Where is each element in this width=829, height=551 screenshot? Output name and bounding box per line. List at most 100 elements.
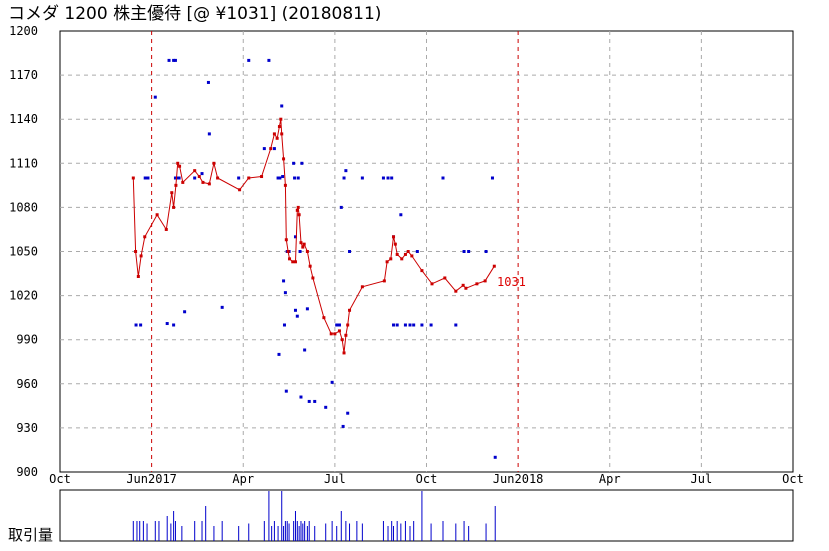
scatter-point	[392, 323, 396, 327]
price-point	[139, 254, 143, 258]
x-tick-label: Apr	[599, 472, 621, 486]
scatter-point	[177, 176, 181, 180]
price-point	[275, 136, 279, 140]
price-point	[181, 180, 185, 184]
price-point	[461, 283, 465, 287]
scatter-point	[344, 169, 348, 173]
price-point	[392, 235, 396, 239]
scatter-point	[295, 314, 299, 318]
price-point	[311, 276, 315, 280]
x-tick-label: Jun2017	[126, 472, 177, 486]
scatter-point	[296, 176, 300, 180]
y-axis-ticks: 1200 1170 1140 1110 1080 1050 1020 990 960 930 900	[9, 24, 38, 479]
scatter-point	[408, 323, 412, 327]
scatter-point	[454, 323, 458, 327]
scatter-point	[143, 176, 147, 180]
scatter-point	[348, 250, 352, 253]
price-point	[212, 161, 216, 165]
scatter-point	[146, 176, 150, 180]
volume-label: 取引量	[8, 526, 53, 544]
price-point	[136, 274, 140, 278]
scatter-point	[282, 323, 286, 327]
x-tick-label: Oct	[416, 472, 438, 486]
scatter-point	[220, 305, 224, 309]
y-tick-label: 930	[16, 421, 38, 435]
scatter-point	[395, 323, 399, 327]
scatter-point	[467, 250, 471, 253]
price-point	[279, 117, 283, 121]
price-point	[207, 182, 211, 186]
price-point	[178, 164, 182, 168]
price-point	[302, 242, 306, 246]
price-panel: 1200 1170 1140 1110 1080 1050 1020 990 960 930 900…	[9, 24, 804, 541]
scatter-point	[282, 279, 286, 283]
scatter-point	[386, 176, 390, 180]
price-point	[174, 183, 178, 187]
x-tick-label: Oct	[49, 472, 71, 486]
price-point	[329, 332, 333, 336]
scatter-point	[134, 323, 138, 327]
scatter-point	[403, 323, 407, 327]
price-point	[197, 175, 201, 179]
price-point	[301, 245, 305, 249]
scatter-point	[293, 308, 297, 312]
price-point	[340, 338, 344, 342]
scatter-point	[267, 58, 271, 62]
scatter-point	[165, 322, 169, 326]
price-point	[395, 252, 399, 256]
y-tick-label: 960	[16, 377, 38, 391]
scatter-point	[200, 172, 204, 176]
scatter-point	[441, 176, 445, 180]
price-point	[238, 188, 242, 192]
price-point	[385, 260, 389, 264]
price-point	[176, 161, 180, 165]
scatter-point	[292, 161, 296, 165]
scatter-point	[277, 352, 281, 356]
price-point	[296, 205, 300, 209]
price-point	[454, 289, 458, 293]
scatter-point	[139, 323, 143, 327]
scatter-point	[293, 235, 297, 239]
scatter-point	[173, 58, 177, 62]
scatter-point	[381, 176, 385, 180]
price-point	[406, 250, 410, 253]
scatter-point	[172, 323, 176, 327]
scatter-point	[284, 389, 288, 393]
scatter-point	[415, 250, 419, 253]
price-point	[291, 260, 295, 264]
price-point	[286, 250, 290, 253]
scatter-point	[341, 424, 345, 428]
price-point	[282, 157, 286, 161]
scatter-point	[276, 176, 280, 180]
price-point	[305, 250, 309, 253]
price-point	[483, 279, 487, 283]
price-point	[288, 257, 292, 261]
price-point	[360, 285, 364, 289]
price-point	[443, 276, 447, 280]
price-point	[143, 235, 147, 239]
price-point	[134, 250, 138, 253]
scatter-point	[300, 161, 304, 165]
scatter-point	[307, 399, 311, 403]
price-point	[308, 264, 312, 268]
scatter-point	[207, 132, 211, 136]
price-point	[464, 286, 468, 290]
price-point	[155, 213, 159, 217]
y-tick-label: 1200	[9, 24, 38, 38]
price-point	[293, 260, 297, 264]
price-point	[333, 332, 337, 336]
y-tick-label: 1170	[9, 68, 38, 82]
price-point	[346, 323, 350, 327]
y-tick-label: 1050	[9, 245, 38, 259]
price-point	[269, 147, 273, 151]
last-price-label: 1031	[497, 275, 526, 289]
x-axis-ticks: Oct Jun2017 Apr Jul Oct Jun2018 Apr Jul Oct	[49, 472, 804, 486]
scatter-point	[167, 58, 171, 62]
price-point	[284, 238, 288, 242]
scatter-point	[272, 147, 276, 151]
price-point	[382, 279, 386, 283]
scatter-point	[399, 213, 403, 217]
scatter-point	[420, 323, 424, 327]
price-point	[492, 264, 496, 268]
